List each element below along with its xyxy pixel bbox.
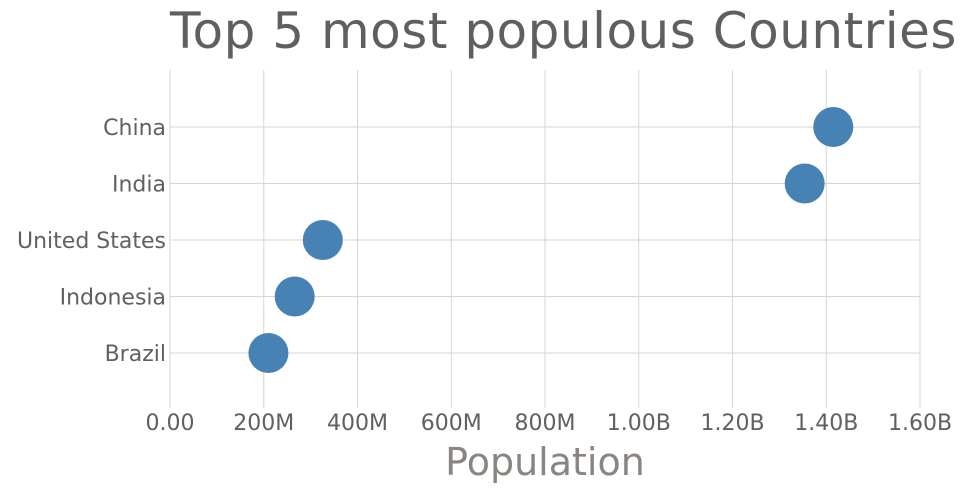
- x-axis-tick-labels: 0.00 200M 400M 600M 800M 1.00B 1.20B 1.40B 1.60B: [146, 411, 953, 436]
- x-tick-label: 1.00B: [607, 411, 671, 436]
- x-axis-title: Population: [445, 440, 645, 484]
- data-points: [248, 107, 854, 373]
- x-tick-label: 0.00: [146, 411, 195, 436]
- y-tick-label: India: [112, 173, 166, 198]
- x-tick-label: 1.40B: [794, 411, 858, 436]
- data-point: [274, 276, 315, 317]
- y-tick-label: Brazil: [105, 342, 166, 367]
- data-point: [784, 163, 825, 204]
- data-point: [302, 220, 343, 260]
- y-tick-label: China: [103, 116, 166, 141]
- x-tick-label: 1.60B: [888, 411, 952, 436]
- chart-title: Top 5 most populous Countries: [170, 2, 957, 60]
- y-axis-tick-labels: China India United States Indonesia Brazil: [17, 116, 166, 367]
- x-tick-label: 600M: [421, 411, 482, 436]
- x-tick-label: 800M: [515, 411, 576, 436]
- data-point: [248, 333, 289, 373]
- x-tick-label: 400M: [327, 411, 388, 436]
- data-point: [813, 107, 854, 147]
- y-tick-label: Indonesia: [60, 286, 166, 311]
- y-tick-label: United States: [17, 229, 166, 254]
- x-tick-label: 1.20B: [700, 411, 764, 436]
- x-tick-label: 200M: [233, 411, 294, 436]
